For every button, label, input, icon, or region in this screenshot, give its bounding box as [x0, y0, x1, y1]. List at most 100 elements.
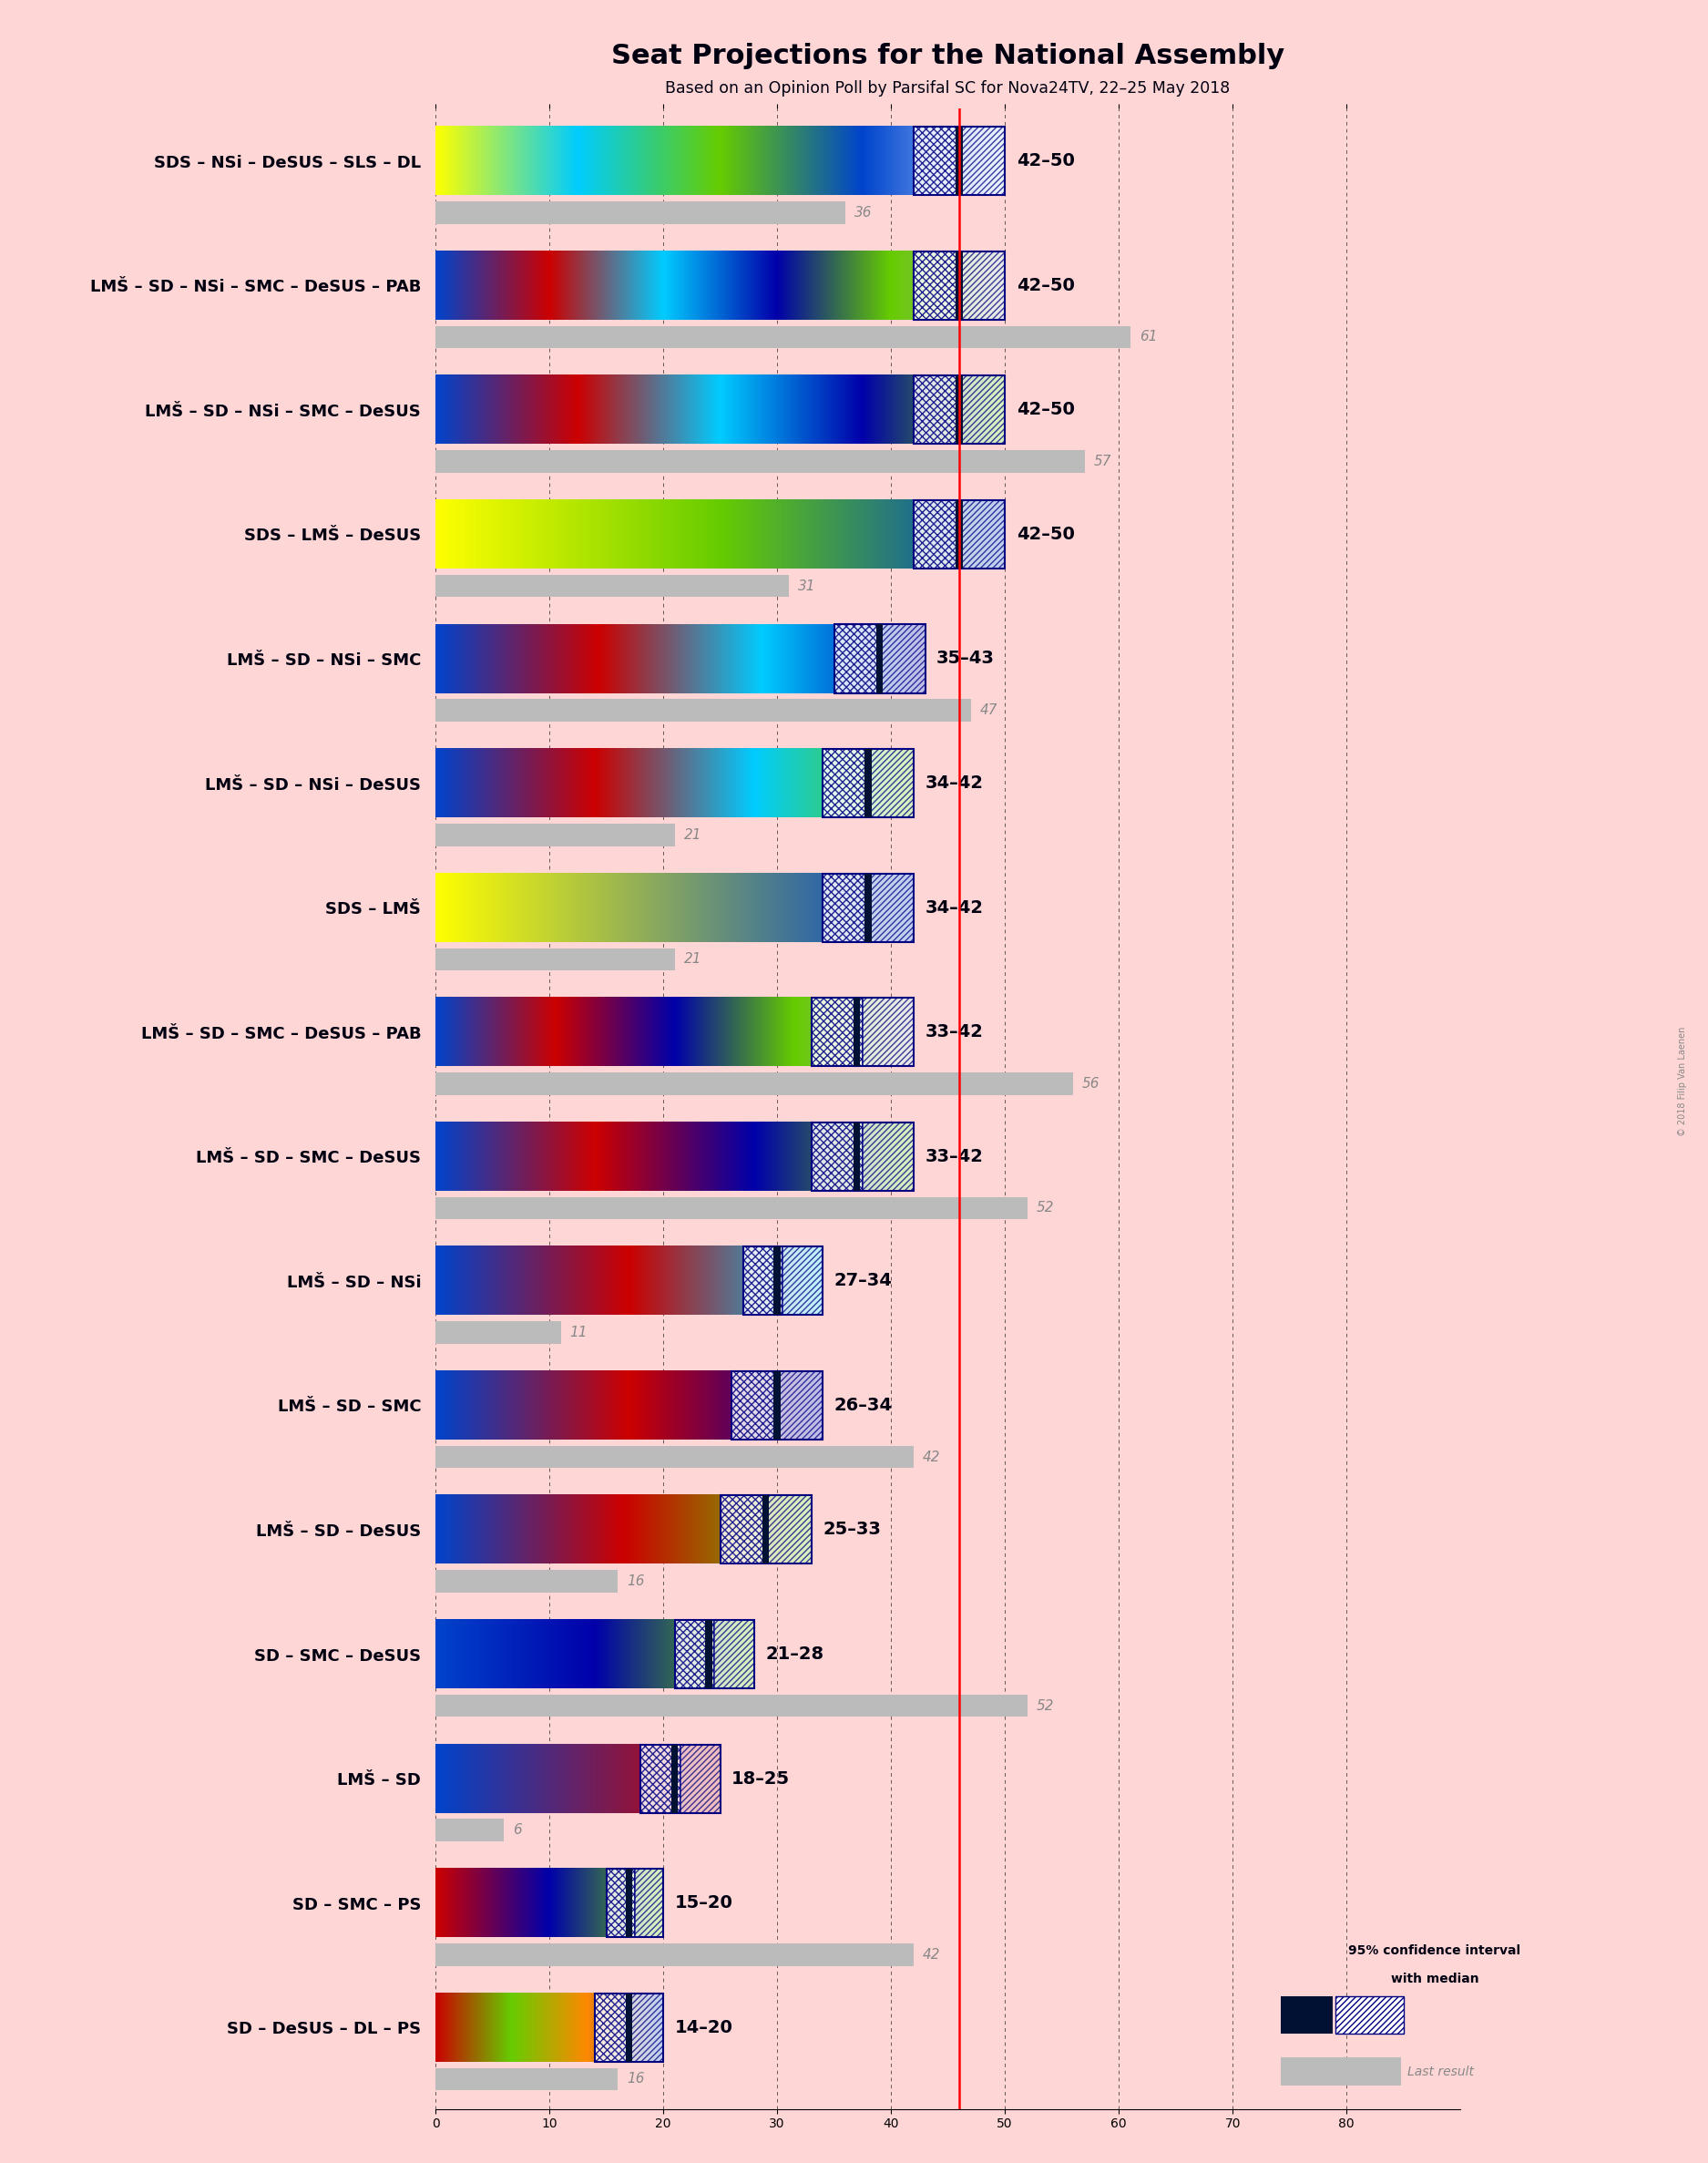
Bar: [960, 128, 1004, 195]
Text: 42–50: 42–50: [1016, 277, 1074, 294]
Bar: [876, 625, 883, 692]
Text: 11: 11: [570, 1326, 588, 1339]
Bar: [914, 128, 1004, 195]
Bar: [640, 1743, 721, 1813]
Bar: [834, 625, 880, 692]
Text: 42–50: 42–50: [1016, 400, 1074, 417]
Bar: [1281, 1996, 1332, 2033]
Bar: [436, 327, 1131, 348]
Bar: [811, 997, 914, 1066]
Text: 56: 56: [1083, 1077, 1100, 1090]
Bar: [436, 201, 845, 223]
Bar: [743, 1246, 782, 1315]
Text: 35–43: 35–43: [936, 651, 994, 668]
Bar: [811, 1123, 914, 1190]
Text: 42–50: 42–50: [1016, 526, 1074, 543]
Bar: [834, 625, 926, 692]
Text: 21–28: 21–28: [765, 1646, 825, 1663]
Text: 95% confidence interval: 95% confidence interval: [1349, 1945, 1520, 1958]
Bar: [629, 1994, 663, 2061]
Text: Last result: Last result: [1407, 2066, 1474, 2079]
Text: Based on an Opinion Poll by Parsifal SC for Nova24TV, 22–25 May 2018: Based on an Opinion Poll by Parsifal SC …: [666, 80, 1230, 97]
Bar: [1336, 1996, 1404, 2033]
Bar: [868, 874, 914, 941]
Bar: [914, 500, 960, 569]
Bar: [914, 251, 960, 320]
Bar: [436, 824, 675, 846]
Bar: [436, 575, 789, 597]
Bar: [436, 699, 970, 722]
Bar: [811, 1123, 863, 1190]
Text: 31: 31: [798, 580, 815, 593]
Bar: [436, 450, 1085, 474]
Bar: [436, 1322, 560, 1343]
Bar: [436, 1942, 914, 1966]
Bar: [880, 625, 926, 692]
Text: 16: 16: [627, 2072, 644, 2085]
Bar: [914, 376, 1004, 443]
Bar: [823, 874, 914, 941]
Bar: [956, 128, 963, 195]
Bar: [721, 1495, 765, 1564]
Bar: [594, 1994, 629, 2061]
Text: 52: 52: [1037, 1200, 1054, 1216]
Bar: [956, 251, 963, 320]
Text: 52: 52: [1037, 1698, 1054, 1713]
Text: 33–42: 33–42: [926, 1149, 984, 1166]
Bar: [680, 1743, 721, 1813]
Bar: [960, 500, 1004, 569]
Bar: [914, 128, 960, 195]
Bar: [640, 1743, 680, 1813]
Bar: [854, 997, 861, 1066]
Bar: [1281, 2057, 1401, 2085]
Bar: [731, 1371, 823, 1441]
Bar: [436, 1196, 1028, 1220]
Text: 16: 16: [627, 1575, 644, 1588]
Bar: [854, 1123, 861, 1190]
Bar: [864, 748, 871, 818]
Bar: [774, 1371, 781, 1441]
Text: © 2018 Filip Van Laenen: © 2018 Filip Van Laenen: [1677, 1027, 1688, 1136]
Text: 33–42: 33–42: [926, 1023, 984, 1040]
Bar: [436, 1445, 914, 1469]
Bar: [436, 1570, 618, 1592]
Bar: [436, 2068, 618, 2089]
Bar: [823, 874, 868, 941]
Bar: [635, 1869, 663, 1938]
Bar: [863, 1123, 914, 1190]
Bar: [436, 947, 675, 971]
Bar: [811, 997, 863, 1066]
Bar: [606, 1869, 635, 1938]
Text: 34–42: 34–42: [926, 774, 984, 792]
Bar: [914, 376, 960, 443]
Text: 21: 21: [683, 828, 702, 841]
Bar: [594, 1994, 663, 2061]
Bar: [721, 1495, 811, 1564]
Bar: [731, 1371, 777, 1441]
Bar: [956, 376, 963, 443]
Bar: [782, 1246, 823, 1315]
Bar: [675, 1620, 714, 1689]
Bar: [762, 1495, 769, 1564]
Bar: [956, 500, 963, 569]
Bar: [436, 1694, 1028, 1717]
Text: 15–20: 15–20: [675, 1895, 733, 1912]
Text: 6: 6: [512, 1823, 523, 1836]
Bar: [671, 1743, 678, 1813]
Bar: [606, 1869, 663, 1938]
Bar: [436, 1819, 504, 1841]
Bar: [714, 1620, 755, 1689]
Bar: [914, 251, 1004, 320]
Bar: [765, 1495, 811, 1564]
Text: Seat Projections for the National Assembly: Seat Projections for the National Assemb…: [611, 43, 1284, 69]
Bar: [863, 997, 914, 1066]
Text: 57: 57: [1093, 454, 1112, 469]
Bar: [823, 748, 868, 818]
Bar: [774, 1246, 781, 1315]
Text: 42: 42: [922, 1449, 941, 1464]
Bar: [705, 1620, 712, 1689]
Text: 21: 21: [683, 952, 702, 967]
Bar: [960, 376, 1004, 443]
Text: 26–34: 26–34: [834, 1397, 892, 1415]
Text: 42: 42: [922, 1949, 941, 1962]
